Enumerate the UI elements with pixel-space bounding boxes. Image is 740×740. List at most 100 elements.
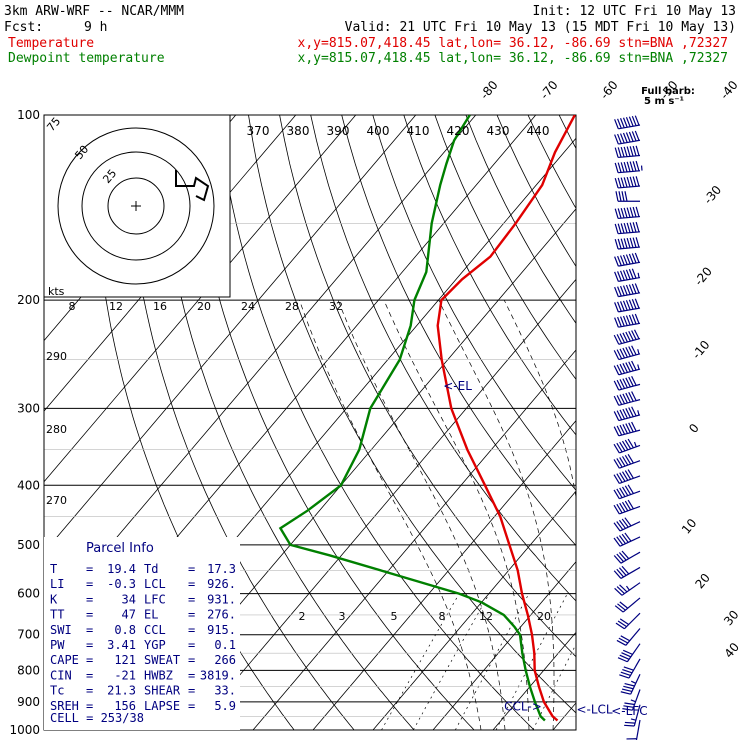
barb-flag xyxy=(628,407,634,417)
barb-flag xyxy=(614,587,623,596)
barb-flag xyxy=(616,442,623,453)
parcel-label: SWEAT xyxy=(144,653,180,667)
pressure-tick-label: 400 xyxy=(17,478,40,492)
barb-flag xyxy=(617,147,622,158)
barb-flag xyxy=(635,145,640,156)
dry-adiabat-line xyxy=(621,115,740,730)
parcel-label: T xyxy=(50,562,57,576)
barb-flag xyxy=(619,441,626,452)
barb-flag xyxy=(625,117,631,127)
barb-flag xyxy=(625,132,631,143)
barb-flag xyxy=(631,375,637,386)
barb-flag xyxy=(615,622,625,630)
pressure-tick-label: 1000 xyxy=(9,723,40,737)
parcel-equals: = xyxy=(188,668,195,682)
speed-tick-label: 28 xyxy=(285,300,299,313)
barb-flag xyxy=(625,300,631,311)
barb-flag xyxy=(622,300,628,311)
barb-flag xyxy=(625,423,631,433)
isotherm-line xyxy=(673,115,740,730)
barb-flag xyxy=(614,223,619,234)
barb-flag xyxy=(631,314,637,325)
barb-flag xyxy=(622,408,628,419)
barb-flag xyxy=(623,666,634,671)
barb-staff xyxy=(619,536,641,547)
barb-flag xyxy=(622,378,628,388)
barb-flag xyxy=(621,533,629,543)
parcel-equals: = xyxy=(188,623,195,637)
barb-flag xyxy=(614,147,619,158)
barb-flag xyxy=(616,568,624,578)
parcel-cell: CELL = 253/38 xyxy=(50,711,144,725)
barb-flag xyxy=(617,657,628,663)
barb-flag xyxy=(616,536,624,546)
barb-flag xyxy=(622,424,628,434)
theta-label: 390 xyxy=(327,124,350,138)
barb-staff xyxy=(618,338,641,345)
barb-flag xyxy=(632,237,637,248)
barb-flag xyxy=(619,255,625,266)
barb-flag xyxy=(622,347,628,358)
barb-flag xyxy=(622,315,628,326)
parcel-equals: = xyxy=(188,638,195,652)
barb-half-flag xyxy=(637,364,640,370)
speed-tick-label: 24 xyxy=(241,300,255,313)
valid-time: Valid: 21 UTC Fri 10 May 13 (15 MDT Fri … xyxy=(345,20,736,35)
barb-flag xyxy=(620,207,625,219)
parcel-label: SHEAR xyxy=(144,684,181,698)
parcel-label: Td xyxy=(144,562,158,576)
barb-flag xyxy=(620,162,625,173)
barb-flag xyxy=(620,223,625,234)
parcel-label: HWBZ xyxy=(144,668,173,682)
parcel-equals: = xyxy=(188,577,195,591)
barb-staff xyxy=(618,124,641,130)
barb-flag xyxy=(622,363,628,373)
barb-flag xyxy=(632,206,637,218)
barb-staff xyxy=(618,170,641,174)
barb-flag xyxy=(624,702,635,706)
parcel-info-panel: Parcel Info CELL = 253/38 T = 19.4 Td = 17.3 L… xyxy=(44,537,240,730)
barb-flag xyxy=(617,118,622,129)
barb-staff xyxy=(618,353,641,361)
barb-flag xyxy=(617,620,627,628)
barb-flag xyxy=(628,422,634,433)
barb-flag xyxy=(631,406,637,417)
barb-flag xyxy=(613,411,620,421)
barb-staff xyxy=(618,139,641,145)
parcel-label: LAPSE xyxy=(144,699,180,713)
barb-staff xyxy=(618,429,641,437)
parcel-value: 266 xyxy=(214,653,236,667)
barb-flag xyxy=(621,456,629,466)
dry-adiabat-line xyxy=(590,115,740,730)
barb-flag xyxy=(625,377,631,388)
barb-staff xyxy=(618,383,641,391)
barb-flag xyxy=(617,271,622,282)
parcel-info-title: Parcel Info xyxy=(86,541,154,556)
barb-flag xyxy=(627,454,634,464)
barb-flag xyxy=(621,565,630,575)
barb-flag xyxy=(616,503,623,514)
barb-flag xyxy=(620,671,631,676)
barb-flag xyxy=(624,517,632,527)
barb-flag xyxy=(621,688,633,693)
barb-flag xyxy=(631,253,637,264)
barb-flag xyxy=(616,379,623,390)
barb-staff xyxy=(619,460,641,469)
parcel-value: -21 xyxy=(114,668,136,682)
parcel-equals: = xyxy=(188,684,195,698)
dry-adiabat-line xyxy=(372,115,576,491)
parcel-label: TT xyxy=(50,608,64,622)
barb-flag xyxy=(624,683,635,687)
isotherm-label: -10 xyxy=(689,338,712,362)
barb-flag xyxy=(619,301,625,312)
barb-flag xyxy=(629,176,634,187)
parcel-value: 5.9 xyxy=(214,699,236,713)
barb-flag xyxy=(613,522,621,532)
pressure-tick-label: 600 xyxy=(17,587,40,601)
parcel-label: PW xyxy=(50,638,65,652)
barb-flag xyxy=(621,471,629,481)
barb-flag xyxy=(621,501,629,512)
barb-flag xyxy=(634,115,640,126)
wind-barbs xyxy=(613,115,643,740)
level-annotations: <-EL CCL-> <-LCL<-LFC xyxy=(443,379,647,718)
